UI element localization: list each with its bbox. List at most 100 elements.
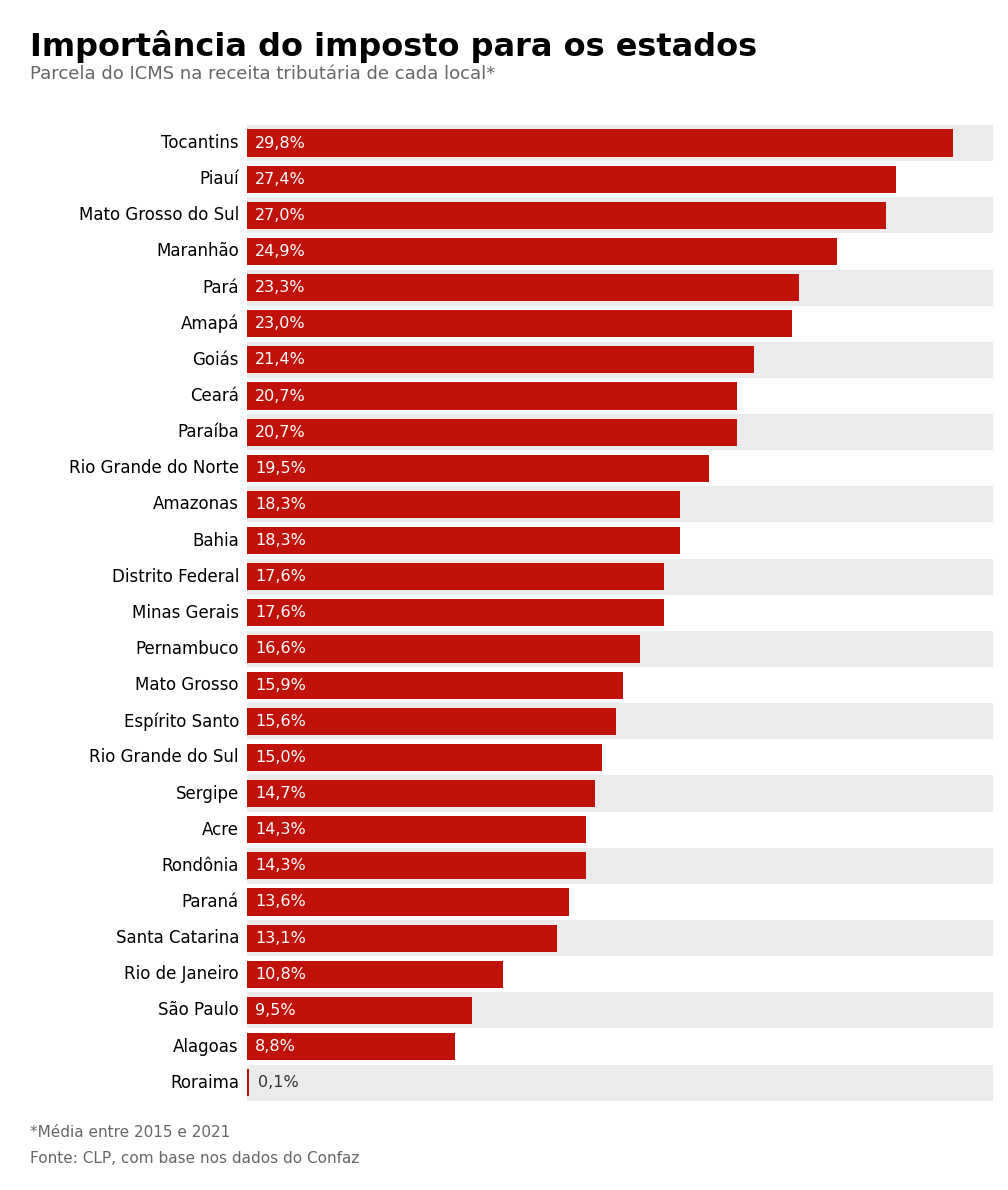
Bar <box>247 776 993 812</box>
Bar <box>247 631 993 668</box>
Text: *Média entre 2015 e 2021: *Média entre 2015 e 2021 <box>30 1125 231 1140</box>
Bar <box>247 1028 993 1065</box>
Bar <box>247 238 837 265</box>
Text: Piauí: Piauí <box>200 170 239 188</box>
Text: Minas Gerais: Minas Gerais <box>132 603 239 622</box>
Bar <box>247 925 557 952</box>
Text: Amapá: Amapá <box>180 314 239 333</box>
Bar <box>247 600 663 626</box>
Text: 20,7%: 20,7% <box>255 388 306 403</box>
Text: 15,0%: 15,0% <box>255 750 306 765</box>
Bar <box>247 960 503 988</box>
Bar <box>247 522 993 558</box>
Bar <box>247 852 586 879</box>
Bar <box>247 125 993 161</box>
Text: 18,3%: 18,3% <box>255 533 306 549</box>
Bar <box>247 558 993 595</box>
Bar <box>247 1033 456 1060</box>
Text: 10,8%: 10,8% <box>255 966 306 982</box>
Bar <box>247 306 993 342</box>
Bar <box>247 847 993 884</box>
Bar <box>247 889 569 915</box>
Text: Ceará: Ceará <box>191 387 239 405</box>
Text: Roraima: Roraima <box>170 1073 239 1091</box>
Bar <box>247 342 993 378</box>
Text: 29,8%: 29,8% <box>255 136 306 150</box>
Text: Amazonas: Amazonas <box>153 495 239 513</box>
Text: Tocantins: Tocantins <box>161 134 239 152</box>
Text: Mato Grosso: Mato Grosso <box>135 676 239 694</box>
Text: Alagoas: Alagoas <box>173 1038 239 1056</box>
Text: 18,3%: 18,3% <box>255 497 306 512</box>
Bar <box>247 382 737 409</box>
Bar <box>247 1069 249 1096</box>
Text: Rondônia: Rondônia <box>161 857 239 875</box>
Text: Bahia: Bahia <box>193 532 239 550</box>
Bar <box>247 957 993 992</box>
Bar <box>247 668 993 703</box>
Bar <box>247 414 993 450</box>
Text: Sergipe: Sergipe <box>175 784 239 802</box>
Bar <box>247 997 472 1023</box>
Bar <box>247 161 993 198</box>
Text: 13,1%: 13,1% <box>255 931 306 946</box>
Text: Distrito Federal: Distrito Federal <box>112 568 239 585</box>
Text: Rio Grande do Norte: Rio Grande do Norte <box>69 459 239 477</box>
Bar <box>247 491 680 518</box>
Text: Goiás: Goiás <box>193 351 239 369</box>
Bar <box>247 816 586 844</box>
Bar <box>247 744 602 771</box>
Bar <box>247 311 791 337</box>
Text: 8,8%: 8,8% <box>255 1039 296 1054</box>
Text: Fonte: CLP, com base nos dados do Confaz: Fonte: CLP, com base nos dados do Confaz <box>30 1151 360 1166</box>
Bar <box>247 739 993 776</box>
Text: 9,5%: 9,5% <box>255 1003 296 1017</box>
Bar <box>247 165 896 193</box>
Bar <box>247 269 993 306</box>
Text: Pernambuco: Pernambuco <box>135 640 239 658</box>
Text: Paraíba: Paraíba <box>177 424 239 441</box>
Bar <box>247 450 993 487</box>
Text: Espírito Santo: Espírito Santo <box>124 712 239 731</box>
Text: Paraná: Paraná <box>181 892 239 912</box>
Bar <box>247 779 595 807</box>
Bar <box>247 563 663 590</box>
Bar <box>247 884 993 920</box>
Text: 14,3%: 14,3% <box>255 822 306 838</box>
Text: 27,4%: 27,4% <box>255 171 306 187</box>
Text: 0,1%: 0,1% <box>258 1076 298 1090</box>
Bar <box>247 233 993 269</box>
Text: 23,3%: 23,3% <box>255 280 305 295</box>
Bar <box>247 419 737 446</box>
Text: 17,6%: 17,6% <box>255 606 306 620</box>
Text: 15,9%: 15,9% <box>255 677 306 693</box>
Text: 16,6%: 16,6% <box>255 641 306 657</box>
Text: Pará: Pará <box>203 278 239 296</box>
Text: 14,7%: 14,7% <box>255 787 306 801</box>
Bar <box>247 378 993 414</box>
Bar <box>247 527 680 555</box>
Text: Rio de Janeiro: Rio de Janeiro <box>124 965 239 983</box>
Text: 13,6%: 13,6% <box>255 895 306 909</box>
Bar <box>247 346 754 374</box>
Text: Parcela do ICMS na receita tributária de cada local*: Parcela do ICMS na receita tributária de… <box>30 65 496 83</box>
Bar <box>247 595 993 631</box>
Text: 14,3%: 14,3% <box>255 858 306 873</box>
Bar <box>247 198 993 233</box>
Bar <box>247 1065 993 1101</box>
Text: 20,7%: 20,7% <box>255 425 306 439</box>
Text: Acre: Acre <box>202 821 239 839</box>
Bar <box>247 812 993 847</box>
Bar <box>247 708 616 735</box>
Bar <box>247 992 993 1028</box>
Bar <box>247 130 953 157</box>
Bar <box>247 455 709 482</box>
Text: 24,9%: 24,9% <box>255 244 306 259</box>
Bar <box>247 487 993 522</box>
Bar <box>247 635 640 663</box>
Bar <box>247 671 624 699</box>
Text: 21,4%: 21,4% <box>255 352 306 368</box>
Text: Mato Grosso do Sul: Mato Grosso do Sul <box>79 206 239 224</box>
Text: Rio Grande do Sul: Rio Grande do Sul <box>90 749 239 766</box>
Text: São Paulo: São Paulo <box>158 1002 239 1020</box>
